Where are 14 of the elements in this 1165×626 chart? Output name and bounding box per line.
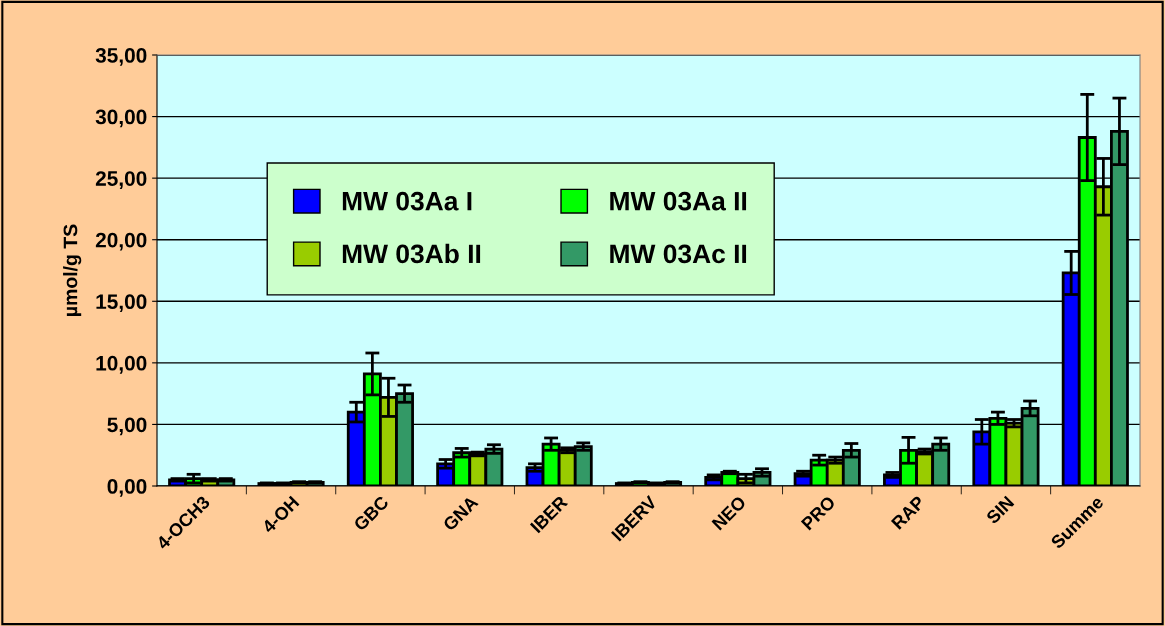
y-tick-label: 10,00 [96,355,147,374]
x-tick-label: SIN [985,495,1015,525]
y-tick-label: 25,00 [95,171,147,189]
y-tick-label: 30,00 [95,109,147,128]
y-tick-label: 35,00 [95,48,147,66]
y-tick-label: 5,00 [107,417,147,436]
legend-label: MW 03Ac II [610,244,747,264]
y-tick-label: 15,00 [96,294,147,313]
legend-label: MW 03Aa I [342,191,472,211]
legend-label: MW 03Aa II [610,191,747,211]
y-tick-label: 0,00 [107,479,147,497]
legend-label: MW 03Ab II [342,243,481,264]
y-axis-title: µmol/g TS [63,224,82,316]
y-tick-label: 20,00 [95,232,147,251]
